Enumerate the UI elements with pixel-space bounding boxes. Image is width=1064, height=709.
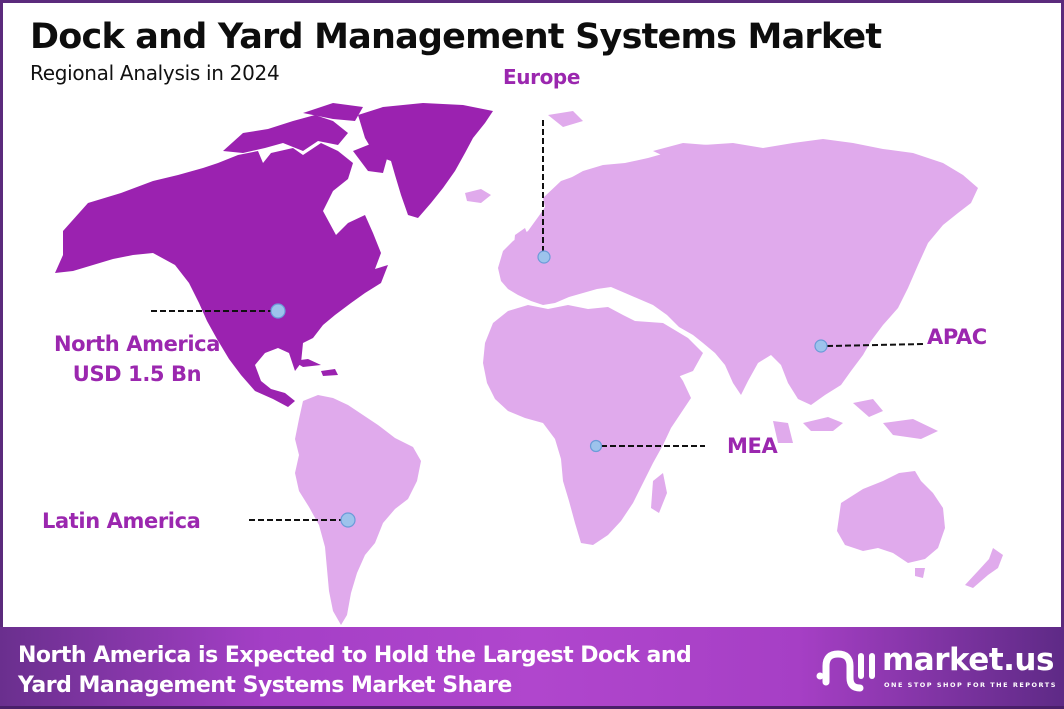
label-north-america-value: USD 1.5 Bn — [72, 362, 202, 386]
footer-line-1: North America is Expected to Hold the La… — [18, 643, 692, 668]
marker-north-america[interactable] — [270, 303, 286, 319]
label-mea: MEA — [727, 434, 778, 458]
region-latin-america — [295, 395, 421, 625]
marker-mea[interactable] — [589, 439, 603, 453]
marker-latin-america[interactable] — [340, 512, 356, 528]
label-latin-america: Latin America — [42, 509, 201, 533]
footer-banner: North America is Expected to Hold the La… — [0, 627, 1064, 709]
page-title: Dock and Yard Management Systems Market — [30, 17, 882, 57]
page-subtitle: Regional Analysis in 2024 — [30, 61, 280, 85]
region-europe-asia — [465, 111, 1003, 588]
leader-line-apac — [826, 343, 926, 347]
marketus-logo-icon — [816, 650, 875, 692]
footer-headline: North America is Expected to Hold the La… — [18, 641, 692, 701]
region-north-america — [55, 103, 493, 407]
region-mea — [483, 305, 703, 545]
marketus-tagline: ONE STOP SHOP FOR THE REPORTS — [884, 681, 1057, 689]
label-north-america: North America USD 1.5 Bn — [27, 329, 247, 389]
footer-line-2: Yard Management Systems Market Share — [18, 673, 512, 698]
label-apac: APAC — [927, 325, 987, 349]
marketus-logo[interactable]: market.us ONE STOP SHOP FOR THE REPORTS — [814, 642, 1057, 694]
region-markers — [270, 250, 828, 528]
world-map — [55, 103, 1003, 625]
marketus-wordmark: market.us — [882, 642, 1054, 678]
marker-apac[interactable] — [814, 339, 828, 353]
marker-europe[interactable] — [537, 250, 551, 264]
leader-lines — [151, 120, 926, 521]
label-europe: Europe — [503, 65, 580, 89]
label-north-america-name: North America — [53, 332, 220, 356]
